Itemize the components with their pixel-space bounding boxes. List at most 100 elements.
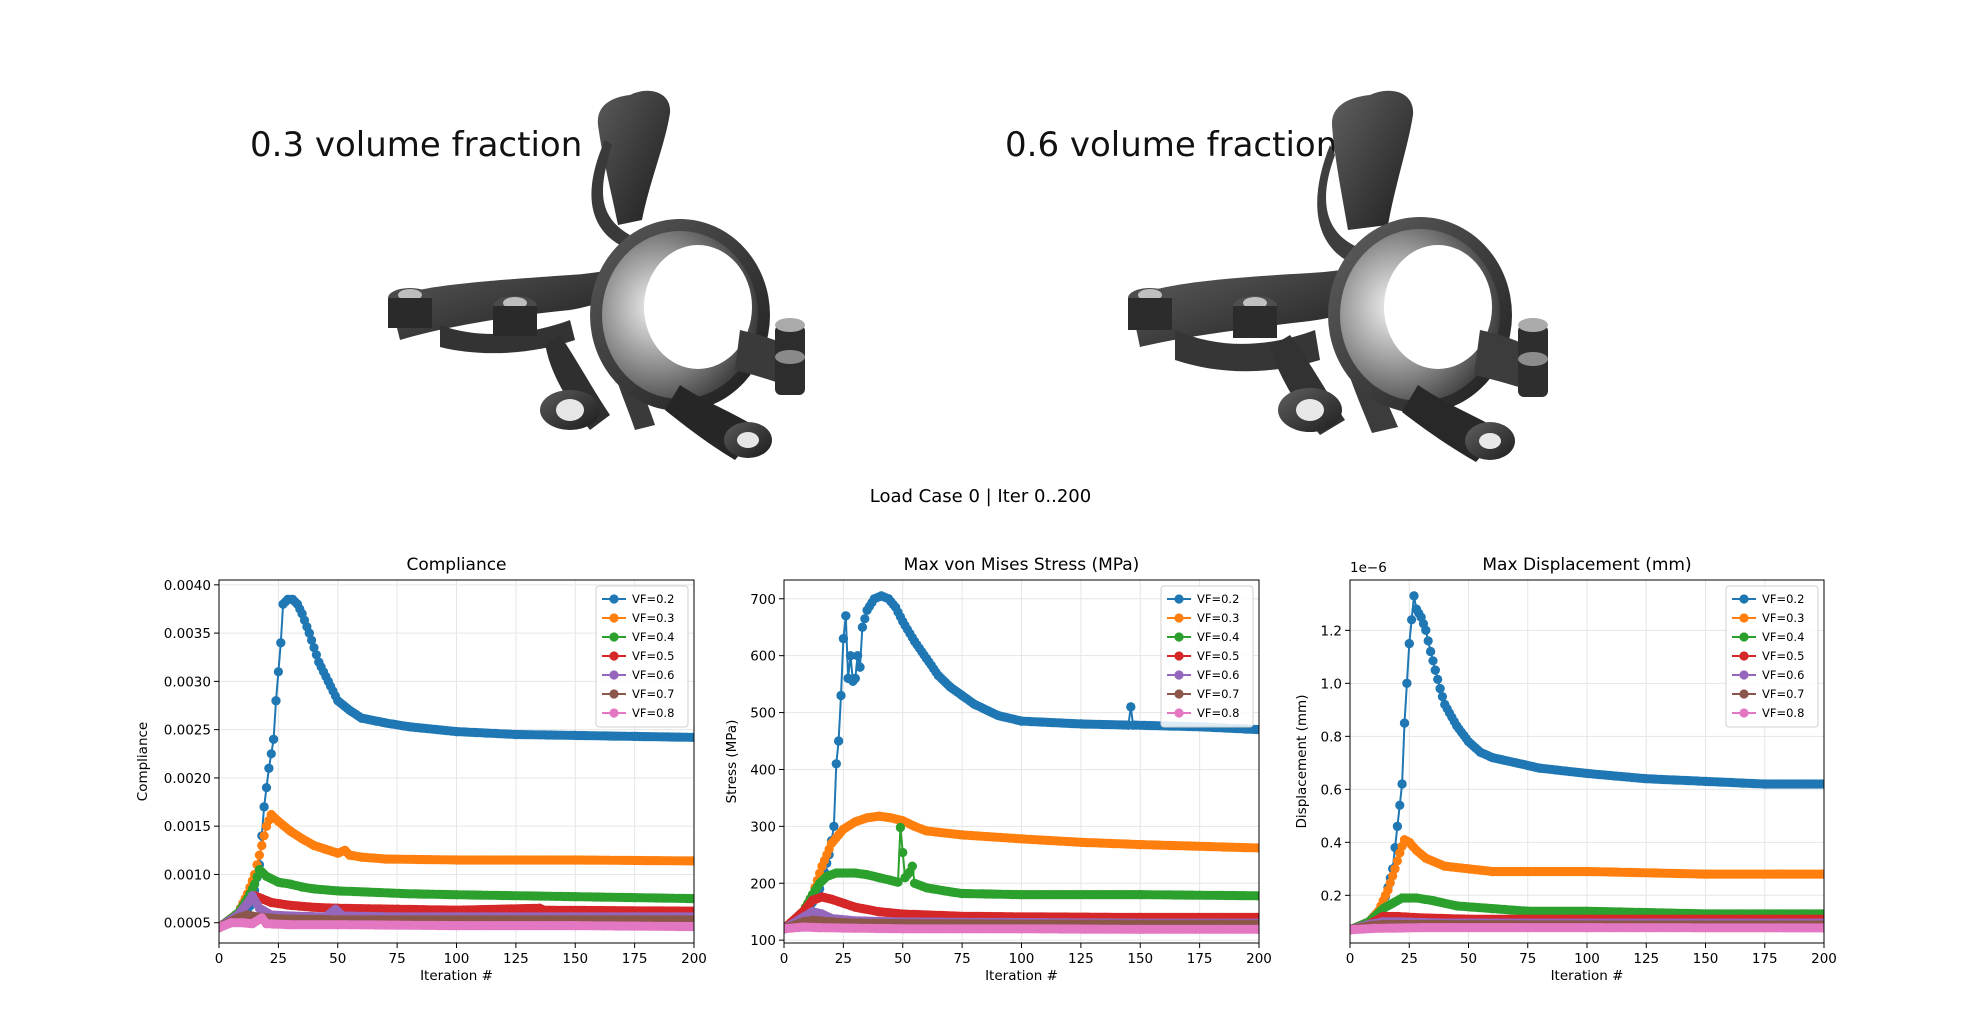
knuckle-render-right: [1128, 90, 1548, 462]
data-point: [247, 919, 257, 929]
series-group: [1350, 591, 1824, 935]
legend-marker: [1174, 613, 1184, 623]
data-point: [857, 622, 868, 632]
x-axis-label: Iteration #: [985, 968, 1058, 984]
chart-2: 0 25 50 75 100 125 150 175 200100200300400500600…: [724, 555, 1272, 984]
data-point: [807, 895, 818, 905]
data-point: [1254, 725, 1259, 735]
data-point: [404, 889, 414, 899]
data-point: [1435, 684, 1445, 694]
data-point: [266, 897, 276, 908]
data-point: [1819, 869, 1824, 879]
x-tick-label: 50: [329, 951, 346, 967]
data-point: [356, 887, 367, 897]
series-marker: [266, 749, 276, 759]
legend-box: [1160, 585, 1254, 728]
data-point: [957, 888, 967, 899]
data-point: [323, 676, 333, 687]
data-point: [993, 710, 1003, 721]
data-point: [380, 718, 390, 728]
data-point: [356, 852, 367, 862]
data-point: [242, 910, 253, 920]
data-point: [1409, 591, 1419, 601]
data-point: [264, 763, 274, 773]
data-point: [817, 892, 827, 902]
x-tick-label: 0: [215, 951, 224, 967]
data-point: [838, 824, 849, 834]
data-point: [841, 611, 851, 621]
legend-label: VF=0.8: [632, 706, 674, 720]
legend-marker: [609, 594, 619, 604]
y-tick-label: 0.2: [1321, 888, 1342, 904]
data-point: [511, 729, 521, 740]
x-tick-label: 175: [622, 951, 648, 967]
data-point: [1421, 625, 1431, 635]
data-point: [1128, 720, 1138, 730]
data-point: [876, 591, 887, 601]
legend-label: VF=0.4: [1762, 630, 1804, 644]
data-point: [1582, 866, 1592, 877]
data-point: [257, 840, 267, 851]
data-point: [1426, 646, 1436, 657]
data-point: [1700, 776, 1711, 787]
data-point: [254, 865, 264, 875]
x-tick-label: 50: [1460, 951, 1477, 967]
legend-marker: [609, 708, 619, 718]
series-marker: [860, 614, 870, 624]
data-point: [356, 713, 367, 723]
series-marker: [1433, 674, 1443, 685]
series-group: [784, 591, 1259, 934]
x-tick-label: 175: [1187, 951, 1213, 967]
data-point: [1463, 737, 1474, 747]
data-point: [1416, 612, 1426, 622]
data-point: [451, 921, 462, 931]
x-tick-label: 50: [894, 951, 911, 967]
legend: VF=0.2VF=0.3VF=0.4VF=0.5VF=0.6VF=0.7VF=0…: [1725, 585, 1819, 728]
render-label-right: 0.6 volume fraction: [1005, 125, 1338, 165]
x-tick-label: 150: [1693, 951, 1719, 967]
x-tick-label: 125: [1068, 951, 1094, 967]
data-point: [304, 628, 314, 638]
data-point: [1016, 834, 1027, 844]
data-point: [404, 722, 414, 732]
x-tick-label: 75: [954, 951, 971, 967]
series-marker: [1385, 878, 1395, 888]
data-point: [392, 904, 402, 914]
data-point: [933, 671, 944, 681]
data-point: [1399, 718, 1410, 728]
data-point: [309, 884, 319, 894]
data-point: [1819, 923, 1824, 933]
y-tick-label: 200: [750, 876, 776, 892]
data-point: [1452, 721, 1462, 731]
data-point: [451, 855, 462, 865]
data-point: [1388, 898, 1398, 908]
data-point: [261, 871, 272, 882]
data-point: [345, 705, 355, 715]
legend-marker: [1739, 651, 1749, 661]
legend-label: VF=0.6: [1197, 668, 1239, 682]
data-point: [1475, 747, 1485, 757]
data-point: [689, 894, 694, 904]
x-tick-label: 75: [389, 951, 406, 967]
data-point: [330, 904, 340, 914]
series-marker: [1407, 615, 1417, 625]
data-point: [285, 920, 295, 930]
data-point: [250, 879, 260, 889]
data-point: [850, 817, 860, 827]
data-point: [910, 821, 920, 832]
data-point: [689, 856, 694, 866]
x-tick-label: 25: [270, 951, 287, 967]
data-point: [869, 594, 879, 604]
data-point: [895, 822, 906, 833]
knuckle-render-left: [388, 90, 805, 460]
data-point: [1378, 904, 1388, 914]
data-point: [874, 811, 884, 821]
legend-marker: [1174, 670, 1184, 680]
data-point: [831, 868, 841, 878]
legend-label: VF=0.3: [632, 611, 674, 625]
data-point: [689, 922, 694, 932]
data-point: [1135, 924, 1145, 934]
y-offset-label: 1e−6: [1350, 560, 1387, 576]
x-tick-label: 0: [1346, 951, 1355, 967]
